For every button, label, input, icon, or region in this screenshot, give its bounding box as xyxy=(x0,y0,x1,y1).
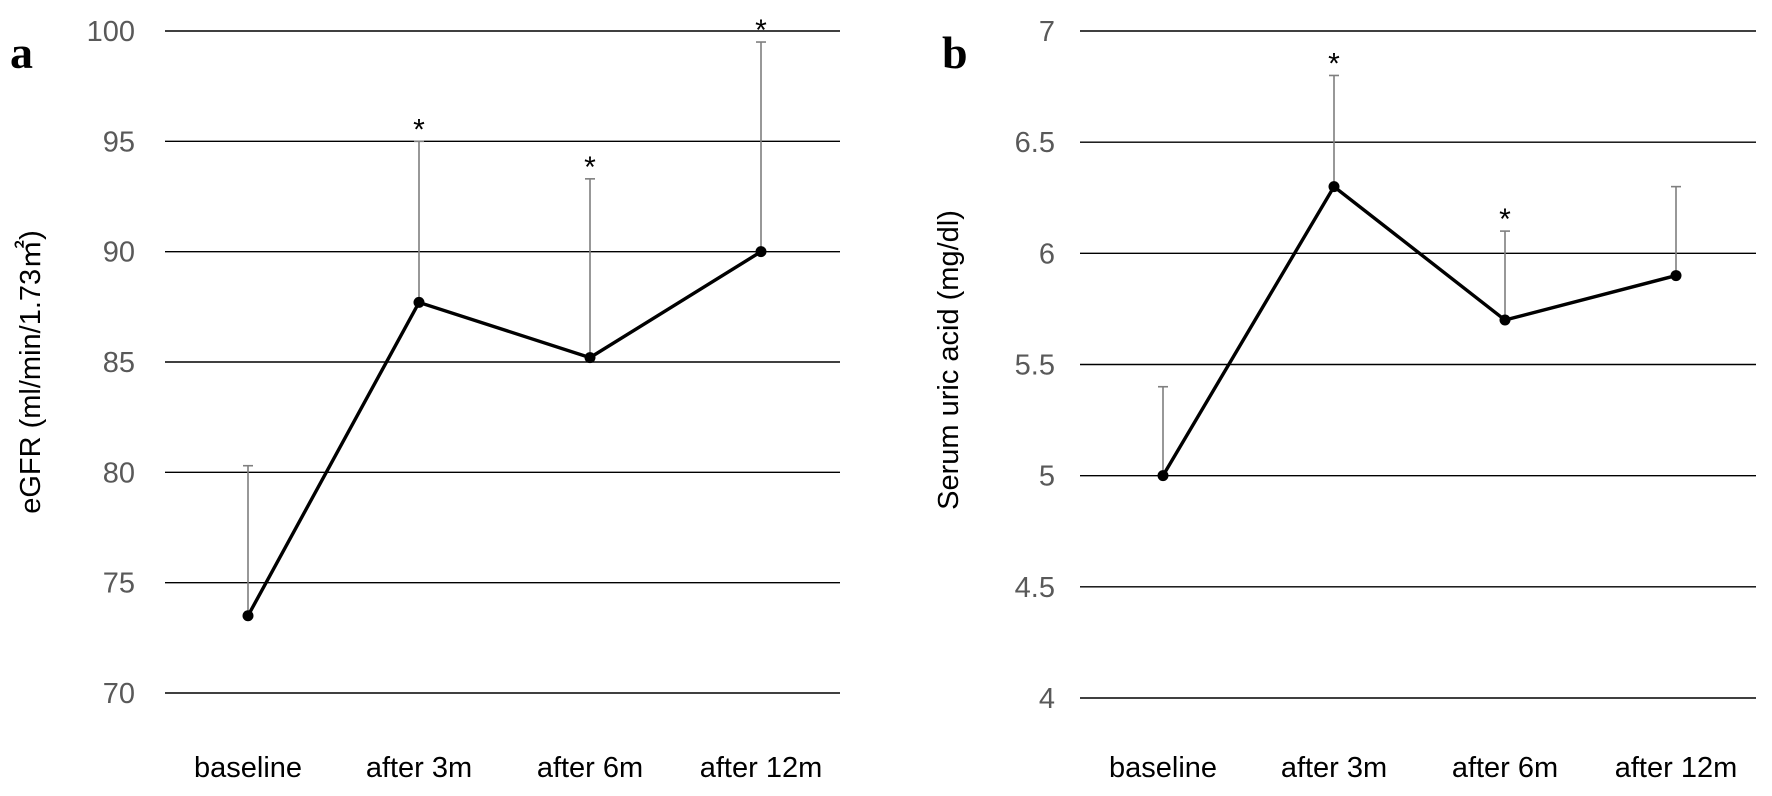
y-tick-label: 5 xyxy=(1039,461,1055,493)
x-tick-label: after 6m xyxy=(537,752,643,784)
chart-panel-b: b Serum uric acid (mg/dl) 4 4.5 5 5.5 6 6.5 7 b… xyxy=(933,16,1756,784)
y-tick-label: 85 xyxy=(103,347,135,379)
significance-marker: * xyxy=(584,151,596,184)
y-tick-label: 4.5 xyxy=(1015,572,1055,604)
x-tick-label: baseline xyxy=(194,752,302,784)
y-tick-label: 70 xyxy=(103,678,135,710)
data-point xyxy=(413,296,425,308)
y-axis-label: eGFR (ml/min/1.73㎡) xyxy=(14,230,47,514)
significance-marker: * xyxy=(755,14,767,47)
panel-label: a xyxy=(10,27,33,78)
data-point xyxy=(1499,314,1511,326)
panel-label: b xyxy=(942,27,968,78)
x-tick-label: after 6m xyxy=(1452,752,1558,784)
significance-marker: * xyxy=(1328,47,1340,80)
y-tick-label: 80 xyxy=(103,457,135,489)
y-tick-label: 4 xyxy=(1039,683,1055,715)
y-tick-label: 5.5 xyxy=(1015,350,1055,382)
y-tick-label: 6 xyxy=(1039,238,1055,270)
significance-marker: * xyxy=(413,113,425,146)
y-tick-label: 75 xyxy=(103,568,135,600)
x-tick-label: after 3m xyxy=(366,752,472,784)
y-tick-label: 90 xyxy=(103,237,135,269)
data-point xyxy=(1670,270,1682,282)
x-tick-label: baseline xyxy=(1109,752,1217,784)
y-tick-label: 6.5 xyxy=(1015,127,1055,159)
data-point xyxy=(1328,181,1340,193)
data-point xyxy=(1157,470,1169,482)
data-point xyxy=(584,352,596,364)
significance-marker: * xyxy=(1499,203,1511,236)
x-tick-label: after 12m xyxy=(700,752,823,784)
series-line xyxy=(1161,184,1677,477)
y-tick-label: 100 xyxy=(87,16,135,48)
data-point xyxy=(755,246,767,258)
x-tick-label: after 3m xyxy=(1281,752,1387,784)
y-tick-label: 95 xyxy=(103,126,135,158)
y-axis-label: Serum uric acid (mg/dl) xyxy=(933,210,965,510)
series-line xyxy=(246,250,762,617)
data-point xyxy=(242,610,254,622)
y-tick-label: 7 xyxy=(1039,16,1055,48)
x-tick-label: after 12m xyxy=(1615,752,1738,784)
chart-panel-a: a eGFR (ml/min/1.73㎡) 70 75 80 85 90 95 100 bas… xyxy=(10,14,840,784)
